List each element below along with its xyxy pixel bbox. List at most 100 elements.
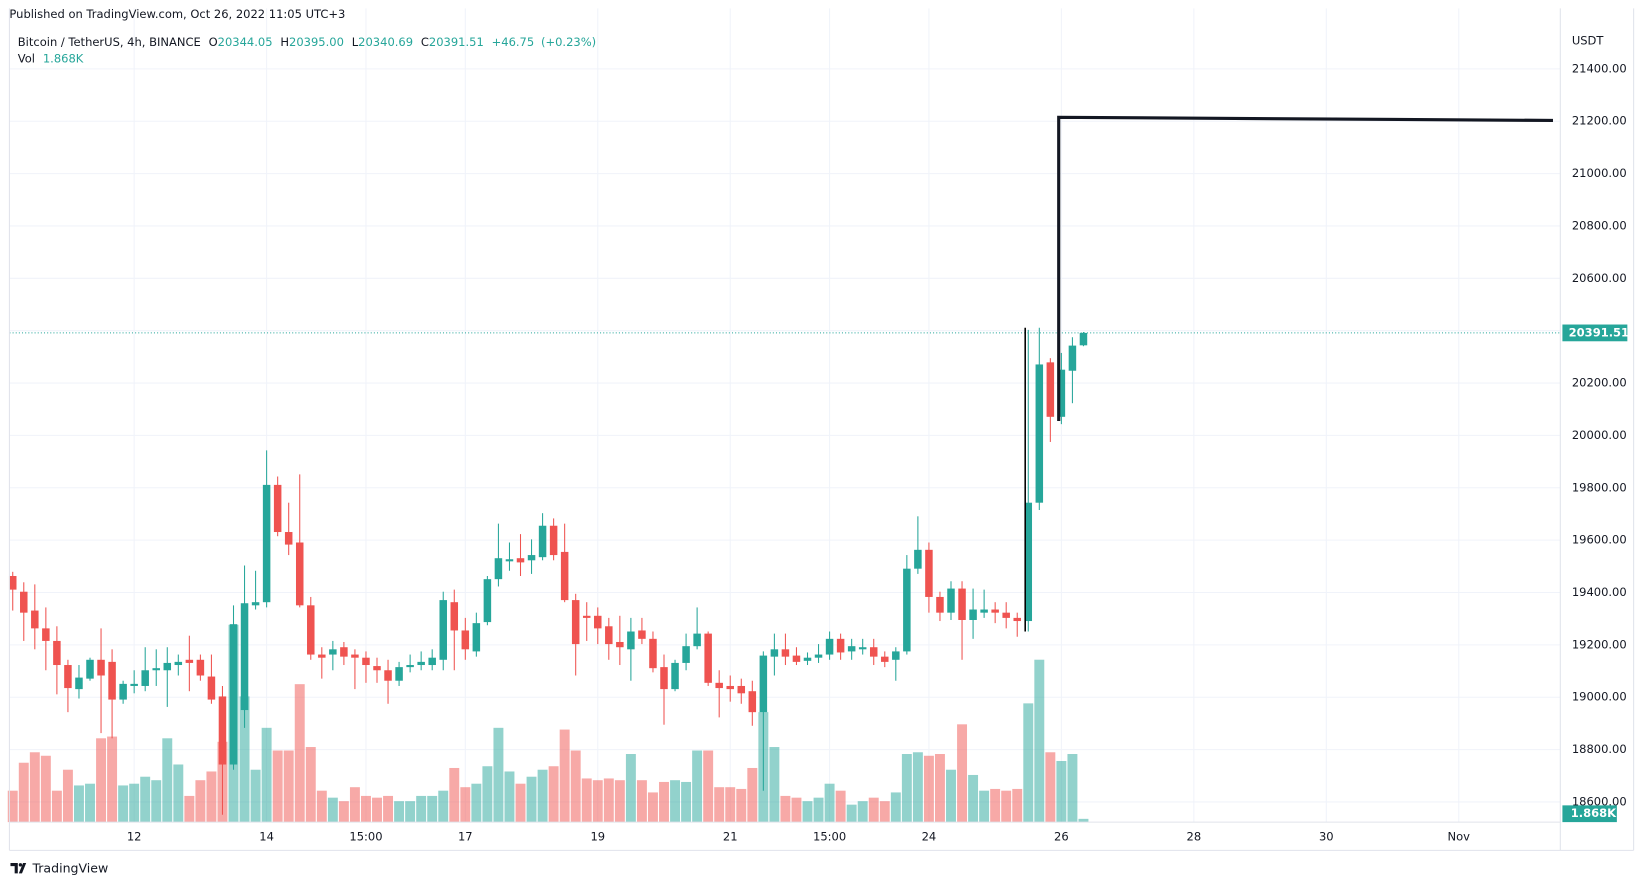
volume-bar <box>912 752 923 823</box>
volume-bar <box>338 801 349 823</box>
candle-body <box>925 549 933 597</box>
x-tick-label: 17 <box>458 829 473 843</box>
volume-bar <box>714 787 725 823</box>
candle-body <box>384 670 392 681</box>
grid <box>9 8 1561 823</box>
y-tick-label: 20200.00 <box>1572 376 1627 390</box>
candle-body <box>781 649 790 657</box>
candle-body <box>53 640 61 666</box>
volume-bar <box>206 771 217 823</box>
candle-body <box>958 588 966 620</box>
candle-body <box>42 628 50 641</box>
ohlc-prefix: L <box>352 34 359 48</box>
symbol-title: Bitcoin / TetherUS, 4h, BINANCE <box>18 34 201 48</box>
volume-bar <box>294 684 305 823</box>
candle-body <box>1046 362 1055 417</box>
candle-body <box>240 603 249 711</box>
volume-bar <box>7 790 18 823</box>
logo-dot <box>18 863 23 867</box>
volume-bar <box>40 755 51 823</box>
candle-body <box>726 685 734 690</box>
candle-body <box>715 682 723 689</box>
legend-header: Bitcoin / TetherUS, 4h, BINANCE O20344.0… <box>18 34 596 48</box>
candle-body <box>505 559 514 562</box>
brand-logo <box>10 862 27 874</box>
candle-body <box>1057 369 1066 417</box>
volume-bar <box>416 795 427 823</box>
volume-bar <box>990 788 1001 823</box>
candle-body <box>836 638 845 653</box>
volume-legend: Vol 1.868K <box>18 51 84 65</box>
candle-body <box>527 555 536 561</box>
candle-body <box>516 558 525 563</box>
candle-body <box>770 649 779 657</box>
volume-bar <box>1067 754 1078 823</box>
candle-body <box>1079 332 1088 346</box>
candle-body <box>858 647 867 650</box>
last-volume-box <box>1562 805 1617 823</box>
volume-bar <box>901 754 912 823</box>
volume-bar <box>581 778 592 823</box>
candles <box>8 327 1561 815</box>
volume-bar <box>162 738 173 823</box>
x-tick-label: 24 <box>922 829 937 843</box>
x-tick-label: 28 <box>1187 829 1202 843</box>
candle-body <box>594 615 602 629</box>
volume-bar <box>449 767 460 823</box>
volume-bar <box>957 724 968 823</box>
candle-body <box>869 647 878 657</box>
y-tick-label: 19600.00 <box>1572 533 1627 547</box>
candle-body <box>262 484 271 603</box>
y-tick-label: 21200.00 <box>1572 114 1627 128</box>
volume-bar <box>394 801 405 823</box>
candle-body <box>649 638 657 669</box>
candle-body <box>947 588 955 613</box>
volume-bar <box>515 783 526 823</box>
volume-bar <box>747 767 758 823</box>
candle-body <box>428 657 436 666</box>
candle-body <box>130 683 138 686</box>
volume-bar <box>118 785 129 823</box>
volume-bar <box>427 795 438 823</box>
volume-bar <box>879 801 890 823</box>
candle-body <box>737 685 746 694</box>
axes: 18600.00 18800.00 19000.00 19200.00 19400.00… <box>127 61 1629 843</box>
candle-body <box>682 646 690 663</box>
volume-bar <box>316 790 327 823</box>
y-tick-label: 21400.00 <box>1572 61 1627 75</box>
candle-body <box>340 647 348 657</box>
brand: TradingView <box>31 861 108 876</box>
candle-body <box>196 659 205 676</box>
volume-bar <box>360 795 371 823</box>
volume-bar <box>184 795 195 823</box>
volume-bar <box>1012 788 1023 823</box>
volume-bar <box>625 754 636 823</box>
volume-bar <box>129 783 140 823</box>
candle-body <box>185 659 194 663</box>
candle-body <box>549 525 558 556</box>
volume-bar <box>107 736 118 823</box>
ohlc-value: 20395.00 <box>289 34 344 48</box>
candle-body <box>991 609 999 613</box>
volume-bar <box>946 769 956 823</box>
x-tick-label: 15:00 <box>349 829 382 843</box>
volume-bar <box>780 795 791 823</box>
y-tick-label: 20800.00 <box>1572 218 1627 232</box>
volume-bar <box>1023 703 1034 823</box>
last-price-box <box>1562 324 1628 342</box>
volume-bar <box>868 797 879 823</box>
volume-bar <box>670 780 681 823</box>
drawing-line <box>1057 115 1553 422</box>
currency: USDT <box>1572 33 1605 47</box>
y-tick-label: 20600.00 <box>1572 271 1627 285</box>
candle-body <box>318 654 326 658</box>
y-tick-label: 18600.00 <box>1572 794 1627 808</box>
volume-bar <box>438 790 449 823</box>
candle-body <box>20 591 28 613</box>
candle-body <box>86 659 94 679</box>
volume-bar <box>1056 760 1067 823</box>
candle-body <box>163 662 172 671</box>
candle-body <box>295 542 304 606</box>
candle-body <box>373 666 381 671</box>
